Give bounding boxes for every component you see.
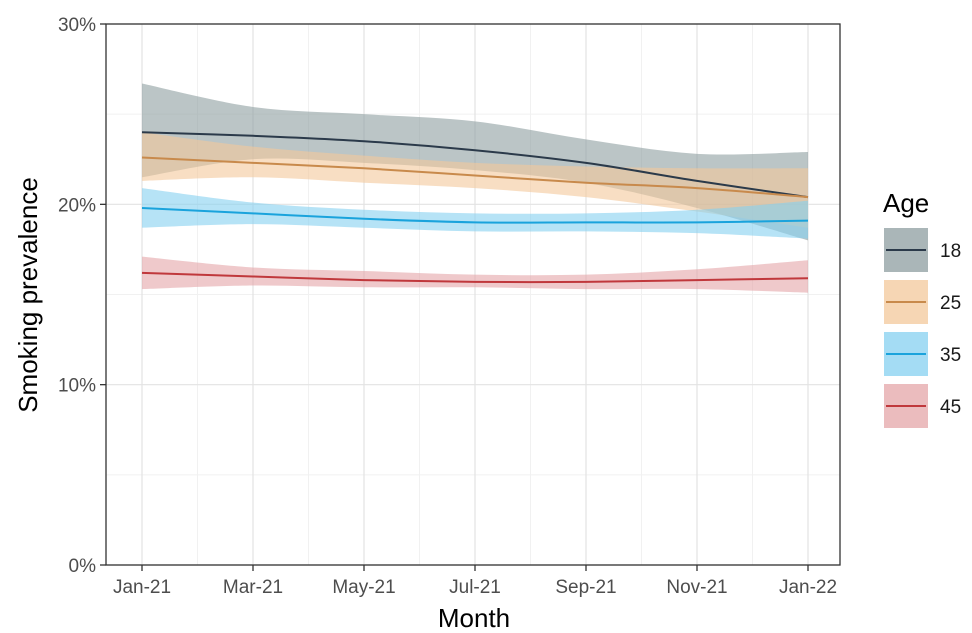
y-tick-label: 0% [69,556,97,577]
series-line-18 [141,131,809,199]
series-line-25 [141,156,809,199]
confidence-band-25 [142,132,808,228]
series-line-35 [141,206,809,224]
confidence-band-18 [142,83,808,241]
y-tick-label: 30% [58,15,96,36]
x-tick-label: Jul-21 [449,577,501,598]
y-axis-title: Smoking prevalence [13,177,43,413]
x-tick-label: Mar-21 [223,577,283,598]
confidence-band-35 [142,188,808,239]
x-tick-label: May-21 [332,577,395,598]
legend-title: Age [883,188,929,218]
x-tick-label: Nov-21 [666,577,727,598]
x-axis-title: Month [438,603,510,633]
plot-panel-border [105,23,841,566]
series-line-45 [141,271,809,284]
x-tick-label: Jan-21 [113,577,171,598]
legend-label-25: 25 [940,293,961,314]
series-lines [141,131,809,284]
x-tick-label: Sep-21 [555,577,616,598]
confidence-bands [142,83,808,293]
confidence-band-45 [142,256,808,293]
y-tick-label: 20% [58,195,96,216]
legend-label-18: 18 [940,241,961,262]
legend-label-45: 45 [940,397,961,418]
axis-ticks: Jan-21 Mar-21 May-21 Jul-21 Sep-21 Nov-21 Jan-… [58,15,837,598]
legend: Age 18 25 35 45 [883,188,961,428]
y-tick-label: 10% [58,376,96,397]
x-tick-label: Jan-22 [779,577,837,598]
legend-label-35: 35 [940,345,961,366]
